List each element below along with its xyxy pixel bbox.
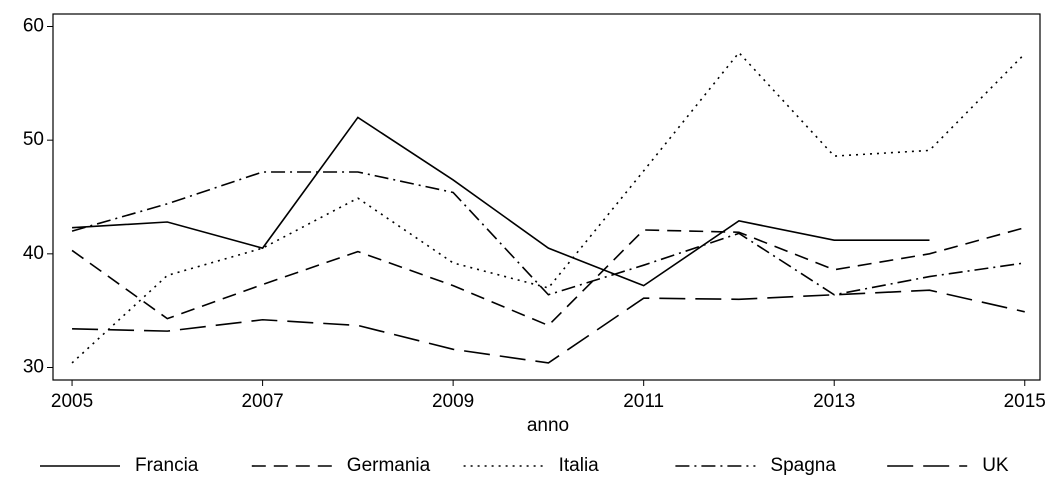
x-tick-label: 2015 <box>1004 391 1046 412</box>
legend-label: Germania <box>347 455 431 476</box>
legend-label: UK <box>982 455 1009 476</box>
series-line <box>72 289 1025 364</box>
y-tick-label: 50 <box>23 129 44 150</box>
plot-frame <box>52 13 1041 381</box>
x-tick-label: 2007 <box>241 391 283 412</box>
x-tick-label: 2013 <box>813 391 855 412</box>
y-tick-label: 30 <box>23 357 44 378</box>
series-line <box>71 51 1026 364</box>
series-line <box>71 226 1025 327</box>
y-tick-label: 40 <box>23 243 44 264</box>
x-axis-title: anno <box>527 415 569 436</box>
x-tick-label: 2011 <box>623 391 664 412</box>
series-line <box>71 171 1025 296</box>
x-tick-label: 2009 <box>432 391 474 412</box>
legend-label: Italia <box>559 455 600 476</box>
y-tick-label: 60 <box>23 16 44 37</box>
x-tick-label: 2005 <box>51 391 93 412</box>
legend-label: Spagna <box>770 455 836 476</box>
legend-label: Francia <box>135 455 199 476</box>
series-line <box>72 116 930 287</box>
